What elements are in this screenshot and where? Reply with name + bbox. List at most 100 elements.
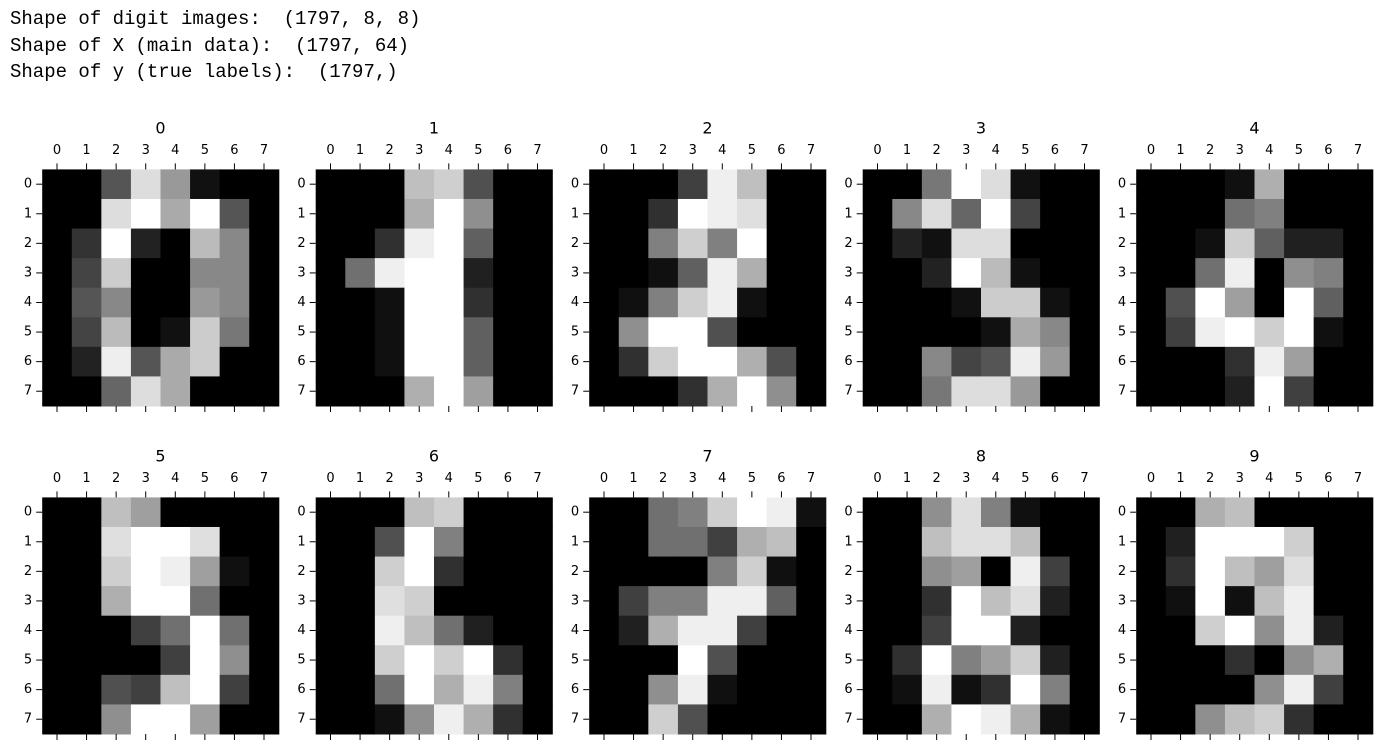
heatmap-cell — [493, 586, 524, 617]
heatmap-cell — [1284, 556, 1315, 587]
heatmap-cell — [219, 346, 250, 377]
heatmap-cell — [249, 287, 280, 318]
heatmap-cell — [707, 556, 738, 587]
heatmap-cell — [190, 346, 221, 377]
heatmap-cell — [648, 526, 679, 558]
heatmap-cell — [981, 586, 1012, 617]
heatmap-cell — [648, 556, 679, 587]
heatmap-cell — [160, 556, 191, 587]
heatmap-cell — [862, 198, 893, 230]
y-tick-label: 0 — [1118, 177, 1126, 192]
heatmap-cell — [101, 198, 132, 230]
heatmap-cell — [921, 287, 952, 318]
heatmap-cell — [522, 198, 553, 230]
heatmap-cell — [589, 704, 620, 735]
x-tick-label: 3 — [1236, 143, 1244, 158]
heatmap-cell — [160, 287, 191, 318]
heatmap-cell — [951, 674, 982, 705]
x-tick-label: 3 — [689, 471, 697, 486]
heatmap-cell — [190, 317, 221, 348]
heatmap-cell — [345, 586, 376, 617]
heatmap-cell — [951, 586, 982, 617]
heatmap-cell — [796, 287, 827, 318]
heatmap-cell — [1284, 228, 1315, 259]
heatmap-cell — [190, 704, 221, 735]
x-tick-label: 7 — [260, 143, 268, 158]
heatmap-cell — [493, 704, 524, 735]
heatmap-cell — [1254, 169, 1285, 200]
heatmap-cell — [862, 497, 893, 528]
x-tick-label: 4 — [445, 143, 453, 158]
heatmap-cell — [1136, 287, 1167, 318]
heatmap-cell — [42, 556, 73, 587]
heatmap-cell — [345, 645, 376, 676]
heatmap-cell — [766, 198, 797, 230]
heatmap-cell — [160, 526, 191, 558]
y-tick-label: 1 — [297, 534, 305, 549]
x-tick-label: 0 — [53, 143, 61, 158]
heatmap-cell — [677, 198, 708, 230]
heatmap-cell — [71, 346, 102, 377]
heatmap-cell — [101, 526, 132, 558]
heatmap-cell — [862, 346, 893, 377]
heatmap-cell — [404, 586, 435, 617]
y-tick-label: 6 — [24, 354, 32, 369]
heatmap-cell — [101, 258, 132, 289]
heatmap-cell — [42, 198, 73, 230]
heatmap-cell — [522, 586, 553, 617]
heatmap-cell — [493, 674, 524, 705]
heatmap-cell — [463, 258, 494, 289]
heatmap-cell — [1224, 704, 1255, 735]
panel-title: 2 — [702, 118, 712, 137]
heatmap-cell — [766, 317, 797, 348]
heatmap-cell — [493, 287, 524, 318]
heatmap-cell — [71, 704, 102, 735]
heatmap-cell — [315, 169, 346, 200]
heatmap-cell — [1313, 376, 1344, 407]
x-tick-label: 1 — [82, 471, 90, 486]
y-tick-label: 0 — [24, 505, 32, 520]
x-tick-label: 2 — [112, 471, 120, 486]
heatmap-cell — [618, 704, 649, 735]
heatmap-cell — [219, 674, 250, 705]
heatmap-cell — [463, 526, 494, 558]
heatmap-cell — [1195, 169, 1226, 200]
heatmap-cell — [315, 198, 346, 230]
heatmap-cell — [1254, 228, 1285, 259]
heatmap-cell — [1313, 198, 1344, 230]
heatmap-cell — [434, 526, 465, 558]
heatmap-cell — [1284, 376, 1315, 407]
y-tick-label: 6 — [297, 682, 305, 697]
heatmap-cell — [707, 198, 738, 230]
heatmap-cell — [493, 526, 524, 558]
x-tick-label: 6 — [777, 143, 785, 158]
x-tick-label: 5 — [1021, 471, 1029, 486]
heatmap-cell — [981, 526, 1012, 558]
heatmap-cell — [921, 198, 952, 230]
x-tick-label: 7 — [533, 143, 541, 158]
heatmap-cell — [522, 258, 553, 289]
heatmap-cell — [130, 497, 161, 528]
heatmap-cell — [951, 704, 982, 735]
heatmap-cell — [345, 556, 376, 587]
x-tick-label: 4 — [1265, 471, 1273, 486]
heatmap-cell — [677, 674, 708, 705]
heatmap-cell — [1284, 169, 1315, 200]
heatmap-cell — [345, 615, 376, 646]
heatmap-cell — [1284, 198, 1315, 230]
heatmap-cell — [101, 586, 132, 617]
panel-title: 4 — [1249, 118, 1259, 137]
heatmap-cell — [1069, 704, 1100, 735]
heatmap-cell — [160, 497, 191, 528]
heatmap-cell — [1136, 586, 1167, 617]
heatmap-cell — [618, 497, 649, 528]
heatmap-cell — [522, 346, 553, 377]
heatmap-cell — [1254, 526, 1285, 558]
heatmap-cell — [374, 376, 405, 407]
heatmap-cell — [101, 317, 132, 348]
heatmap-cell — [1165, 526, 1196, 558]
heatmap-cell — [1040, 586, 1071, 617]
heatmap-cell — [618, 556, 649, 587]
heatmap-cell — [101, 674, 132, 705]
